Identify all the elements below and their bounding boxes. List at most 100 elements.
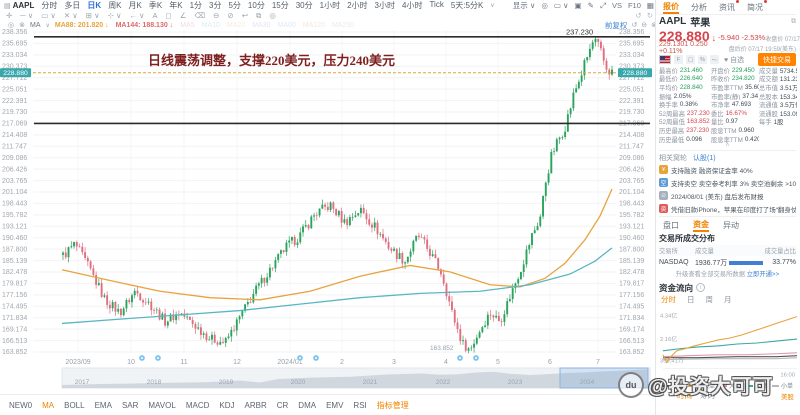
popout-icon[interactable]: ⧉ <box>791 17 796 25</box>
draw-tool-icon-12[interactable]: ⊘ <box>227 10 234 20</box>
quick-trade-button[interactable]: 快捷交易 <box>758 53 796 66</box>
period-tab-季K[interactable]: 季K <box>148 1 163 10</box>
ma-faint-MA20[interactable]: MA20 <box>226 21 246 29</box>
indicator-NEW0[interactable]: NEW0 <box>9 401 33 410</box>
flow-tab-月[interactable]: 月 <box>724 295 732 305</box>
period-tab-10分[interactable]: 10分 <box>247 1 265 10</box>
ma-faint-MA30[interactable]: MA30 <box>252 21 271 29</box>
quote-tab-简况[interactable]: 简况 <box>747 0 767 13</box>
indicator-EMA[interactable]: EMA <box>94 401 112 410</box>
indicator-CR[interactable]: CR <box>276 401 289 410</box>
ma-value-MA144[interactable]: MA144: 188.130 ↓ <box>115 21 174 29</box>
draw-tool-icon-8[interactable]: ◻ <box>165 10 172 20</box>
indicator-RSI[interactable]: RSI <box>353 401 367 410</box>
mid-tab-资金[interactable]: 资金 <box>693 219 709 232</box>
upgrade-link[interactable]: 立即开通>> <box>746 271 780 279</box>
top-tool-4[interactable]: ✎ <box>587 1 594 10</box>
indicator-DMA[interactable]: DMA <box>298 401 317 410</box>
adjust-mode-label[interactable]: 前复权 <box>604 20 628 30</box>
period-tab-周K[interactable]: 周K <box>108 1 122 10</box>
period-tab-Tick[interactable]: Tick <box>429 0 444 9</box>
gear-icon[interactable]: ◎ <box>8 22 15 29</box>
top-tool-3[interactable]: ▣ <box>574 1 582 10</box>
period-tab-15分[interactable]: 15分 <box>271 1 289 10</box>
mid-tab-异动[interactable]: 异动 <box>723 220 739 230</box>
draw-tool-icon-13[interactable]: ↩ <box>241 10 248 20</box>
ma-faint-MA5[interactable]: MA5 <box>180 21 195 29</box>
draw-tool-icon-3[interactable]: ✕ ∨ <box>63 10 78 20</box>
ma-value-MA88[interactable]: MA88: 201.820 ↓ <box>54 21 109 29</box>
draw-tool-icon-5[interactable]: ⊹ ∨ <box>107 10 122 20</box>
fund-flow-chart[interactable]: 4.34亿 2.16亿 358.41万 16:00 <box>659 305 797 381</box>
draw-tool-icon-14[interactable]: ⧉ <box>256 10 262 20</box>
hide-icon[interactable]: ⊗ <box>19 22 25 29</box>
period-tab-年K[interactable]: 年K <box>169 1 183 10</box>
draw-tool-icon-6[interactable]: ← ∨ <box>129 10 145 20</box>
draw-tool-icon-7[interactable]: A <box>152 10 158 20</box>
draw-tool-icon-15[interactable]: ◎ <box>269 10 276 20</box>
undo-icon[interactable]: ↺ <box>635 11 642 20</box>
symbol-chip[interactable]: ▤ AAPL <box>4 1 34 10</box>
top-tool-8[interactable]: ▦ <box>646 1 654 10</box>
top-tool-6[interactable]: VS <box>611 1 622 10</box>
top-tool-0[interactable]: 显示 ∨ <box>512 1 536 10</box>
indicator-MAVOL[interactable]: MAVOL <box>148 401 176 410</box>
refresh-icon[interactable]: ↺ <box>631 22 638 29</box>
draw-tool-icon-9[interactable]: ∠ <box>179 10 187 20</box>
period-tab-2小时[interactable]: 2小时 <box>347 1 368 10</box>
indicator-EMV[interactable]: EMV <box>326 401 344 410</box>
zoom-out-icon[interactable]: ⊖ <box>641 22 648 29</box>
flow-tab-日[interactable]: 日 <box>687 295 695 305</box>
collapse-chevron-icon[interactable]: ∧ <box>725 142 730 149</box>
exchange-table-row[interactable]: NASDAQ 1936.77万 33.77% <box>659 256 796 269</box>
indicator-MA[interactable]: MA <box>42 401 55 410</box>
draw-tool-icon-0[interactable]: ✛ <box>6 10 13 20</box>
period-tab-5天:5分K[interactable]: 5天:5分K <box>450 1 484 10</box>
related-link[interactable]: 认股(1) <box>693 154 716 162</box>
quote-tab-分析[interactable]: 分析 <box>691 2 707 12</box>
candlestick-chart[interactable]: 238.356 238.356 235.695 235.695 233.034 233.0… <box>0 28 655 395</box>
notice-row-0[interactable]: ¥ 支持融资 融资保证金率 40% <box>659 163 796 176</box>
period-tab-4小时[interactable]: 4小时 <box>402 1 423 10</box>
period-tab-3小时[interactable]: 3小时 <box>374 1 395 10</box>
draw-tool-icon-2[interactable]: ▭ ∨ <box>41 10 56 20</box>
indicator-BOLL[interactable]: BOLL <box>64 401 85 410</box>
top-tool-1[interactable]: ◎ <box>541 1 548 10</box>
top-tool-7[interactable]: F10 <box>627 1 641 10</box>
redo-icon[interactable]: ↻ <box>646 11 653 20</box>
period-tab-3分[interactable]: 3分 <box>209 1 222 10</box>
indicator-ARBR[interactable]: ARBR <box>244 401 267 410</box>
flow-tab-分时[interactable]: 分时 <box>661 295 676 305</box>
period-tab-分时[interactable]: 分时 <box>41 1 58 10</box>
indicator-manage-button[interactable]: 指标管理 <box>376 401 409 410</box>
draw-tool-icon-11[interactable]: ⊖ <box>213 10 220 20</box>
notice-row-2[interactable]: ⊙ 2024/08/01 (美东) 盘后发布财报 <box>659 189 796 202</box>
indicator-SAR[interactable]: SAR <box>121 401 139 410</box>
ma-faint-MA120[interactable]: MA120 <box>302 21 325 29</box>
indicator-KDJ[interactable]: KDJ <box>219 401 235 410</box>
info-icon[interactable]: i <box>696 283 706 293</box>
close-icon[interactable]: ⊗ <box>651 21 657 29</box>
top-tool-5[interactable]: ⤢ <box>599 0 606 10</box>
ma-faint-MA250[interactable]: MA250 <box>331 21 355 29</box>
indicator-MACD[interactable]: MACD <box>185 401 210 410</box>
draw-tool-icon-10[interactable]: ⌫ <box>194 10 206 20</box>
bottom-tab-时间[interactable]: 时间 <box>677 391 692 401</box>
period-tab-1小时[interactable]: 1小时 <box>319 1 341 10</box>
quote-tab-资讯[interactable]: 资讯 <box>719 0 739 13</box>
quote-tab-报价[interactable]: 报价 <box>663 1 679 14</box>
mid-tab-盘口[interactable]: 盘口 <box>663 220 679 230</box>
period-tab-月K[interactable]: 月K <box>128 1 142 10</box>
ma-group-label[interactable]: MA <box>29 21 41 29</box>
period-tab-1分[interactable]: 1分 <box>189 1 203 10</box>
draw-tool-icon-1[interactable]: ─ ∨ <box>20 10 34 20</box>
ma-faint-MA10[interactable]: MA10 <box>201 21 220 29</box>
bottom-tab-筹码[interactable]: 筹码 <box>700 391 715 401</box>
period-tab-30分[interactable]: 30分 <box>295 1 313 10</box>
ma-faint-MA60[interactable]: MA60 <box>277 21 296 29</box>
period-tab-5分[interactable]: 5分 <box>228 1 241 10</box>
top-tool-2[interactable]: ▭ ∨ <box>553 1 569 10</box>
period-tab-日K[interactable]: 日K <box>87 1 102 10</box>
